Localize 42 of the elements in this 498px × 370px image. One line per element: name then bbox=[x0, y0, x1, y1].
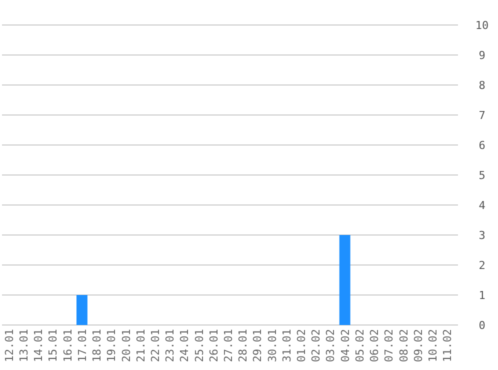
x-tick-label: 18.01 bbox=[90, 329, 104, 362]
x-tick-label: 28.01 bbox=[236, 329, 250, 362]
x-tick-label: 10.02 bbox=[426, 329, 440, 362]
y-tick-label: 5 bbox=[478, 168, 486, 182]
x-tick-label: 09.02 bbox=[412, 329, 425, 362]
x-tick-label: 26.01 bbox=[207, 329, 220, 362]
x-tick-label: 07.02 bbox=[382, 329, 396, 362]
x-tick-label: 16.01 bbox=[61, 329, 74, 362]
x-tick-label: 29.01 bbox=[251, 329, 264, 362]
y-tick-label: 4 bbox=[478, 198, 486, 212]
x-tick-label: 23.01 bbox=[164, 329, 177, 362]
x-tick-label: 31.01 bbox=[280, 329, 294, 362]
x-tick-label: 15.01 bbox=[46, 329, 60, 362]
x-tick-label: 08.02 bbox=[397, 329, 410, 362]
y-tick-label: 2 bbox=[478, 258, 486, 272]
x-tick-label: 04.02 bbox=[338, 329, 352, 362]
x-tick-label: 21.01 bbox=[134, 329, 148, 362]
y-tick-label: 8 bbox=[478, 78, 486, 92]
y-tick-label: 6 bbox=[478, 138, 486, 152]
x-tick-label: 11.02 bbox=[441, 329, 454, 362]
x-tick-label: 12.01 bbox=[2, 329, 16, 362]
x-tick-label: 14.01 bbox=[32, 329, 46, 362]
x-tick-label: 30.01 bbox=[266, 329, 279, 362]
y-tick-label: 10 bbox=[475, 18, 489, 32]
y-tick-label: 3 bbox=[478, 228, 486, 242]
x-tick-label: 24.01 bbox=[178, 329, 192, 362]
x-tick-label: 27.01 bbox=[222, 329, 235, 362]
y-tick-label: 9 bbox=[478, 48, 486, 62]
x-tick-label: 22.01 bbox=[148, 329, 162, 362]
x-tick-label: 25.01 bbox=[192, 329, 206, 362]
x-tick-label: 20.01 bbox=[120, 329, 133, 362]
x-tick-label: 03.02 bbox=[324, 329, 338, 362]
x-tick-label: 05.02 bbox=[353, 329, 366, 362]
y-tick-label: 7 bbox=[478, 108, 486, 122]
y-tick-label: 0 bbox=[478, 318, 486, 332]
x-tick-label: 06.02 bbox=[368, 329, 382, 362]
x-tick-label: 19.01 bbox=[105, 329, 118, 362]
x-tick-label: 17.01 bbox=[76, 329, 89, 362]
x-tick-label: 13.01 bbox=[18, 329, 31, 362]
y-tick-label: 1 bbox=[478, 288, 486, 302]
x-tick-label: 01.02 bbox=[295, 329, 308, 362]
x-tick-label: 02.02 bbox=[310, 329, 323, 362]
